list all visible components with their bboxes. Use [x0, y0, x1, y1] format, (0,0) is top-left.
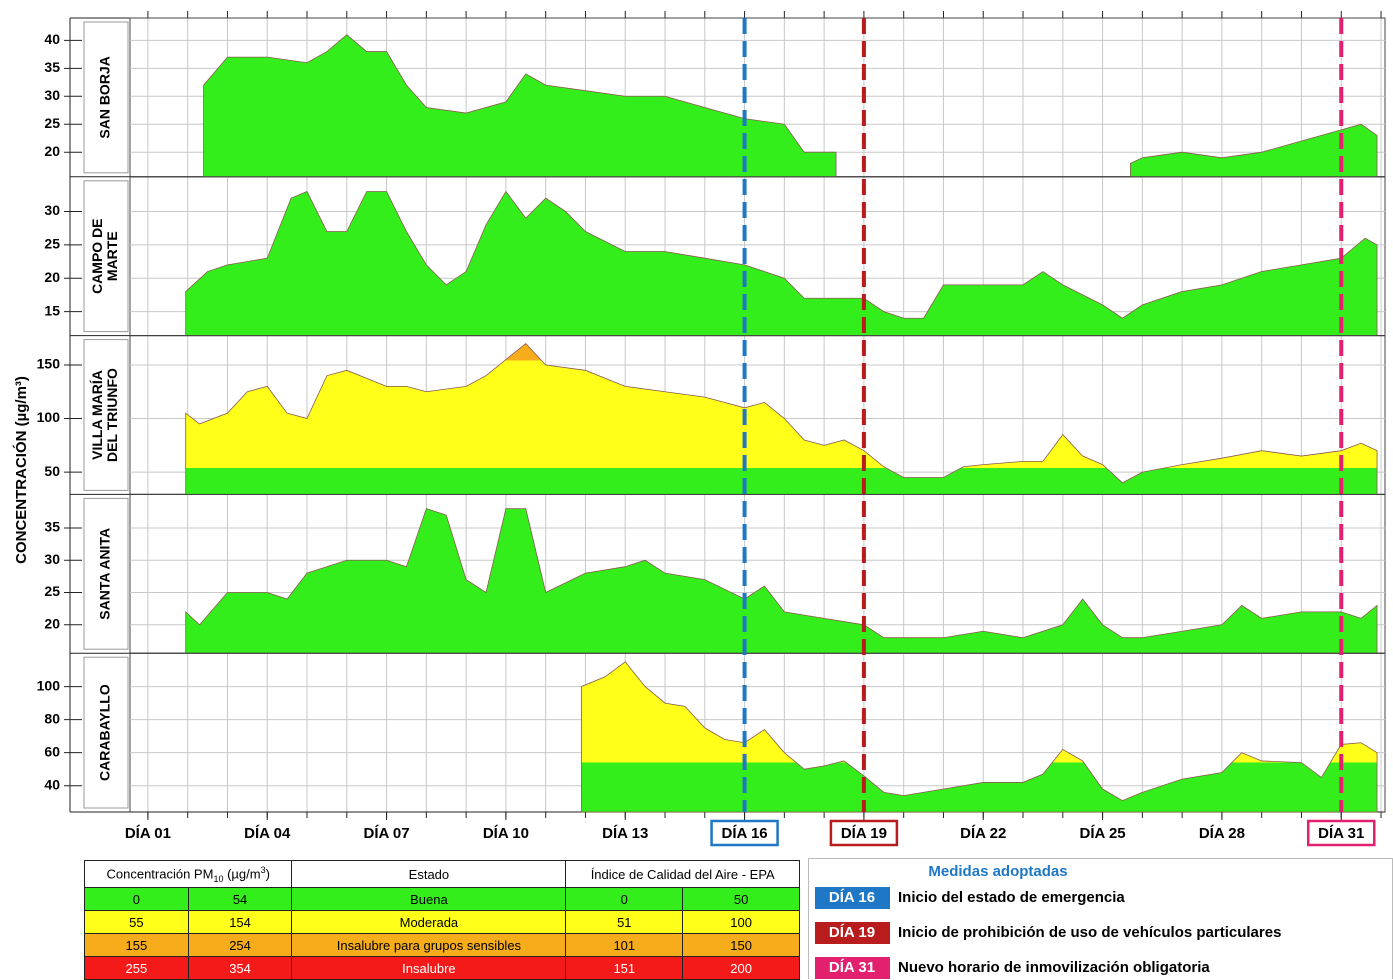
panel-name: SAN BORJA	[97, 56, 113, 138]
measures-legend: Medidas adoptadas DÍA 16 Inicio del estad…	[808, 858, 1393, 979]
measure-swatch	[815, 957, 890, 979]
table-row: 155 254 Insalubre para grupos sensibles 101…	[84, 933, 800, 957]
table-cell: Moderada	[291, 910, 567, 934]
y-tick-label: 40	[44, 776, 60, 792]
measure-day: DÍA 31	[829, 959, 875, 976]
y-tick-label: 30	[44, 202, 60, 218]
area	[185, 190, 1378, 336]
measures-title: Medidas adoptadas	[928, 863, 1067, 880]
measure-swatch	[815, 922, 890, 944]
x-tick-label: DÍA 31	[1318, 825, 1364, 842]
table-cell: 155	[84, 933, 189, 957]
panel-name: CAMPO DE	[89, 218, 105, 293]
measure-day: DÍA 16	[829, 889, 875, 906]
header-part: Concentración PM	[106, 865, 214, 881]
header-part: 3	[260, 864, 266, 875]
table-row: 0 54 Buena 0 50	[84, 887, 800, 911]
y-tick-label: 150	[37, 356, 61, 372]
x-tick-label: DÍA 04	[244, 825, 291, 842]
y-tick-label: 20	[44, 143, 60, 159]
table-cell: 0	[565, 887, 684, 911]
panel-name-box	[83, 21, 129, 174]
y-axis-label: CONCENTRACIÓN (µg/m³)	[12, 376, 30, 564]
y-tick-label: 30	[44, 87, 60, 103]
y-tick-label: 100	[37, 677, 61, 693]
x-tick-label: DÍA 19	[841, 825, 887, 842]
y-tick-label: 25	[44, 115, 60, 131]
measure-swatch	[815, 887, 890, 909]
panel-name: DEL TRIUNFO	[104, 368, 120, 462]
header-part: )	[265, 865, 270, 881]
table-header: Concentración PM10 (µg/m3)	[83, 860, 293, 888]
table-cell: 100	[682, 910, 800, 934]
y-tick-label: 60	[44, 743, 60, 759]
table-cell: 200	[682, 956, 800, 980]
area	[185, 508, 1378, 654]
table-header-row: Concentración PM10 (µg/m3) Estado Índice d…	[83, 860, 800, 888]
panel-name-box	[83, 497, 129, 650]
panel-name-box	[83, 339, 129, 491]
table-cell: 55	[84, 910, 189, 934]
table-header: Índice de Calidad del Aire - EPA	[565, 860, 800, 888]
table-row: 55 154 Moderada 51 100	[84, 910, 800, 934]
table-cell: Buena	[291, 887, 567, 911]
y-tick-label: 25	[44, 236, 60, 252]
table-row: 255 354 Insalubre 151 200	[84, 956, 800, 980]
table-cell: 51	[565, 910, 684, 934]
x-tick-label: DÍA 01	[125, 825, 171, 842]
panel-name: CARABAYLLO	[97, 684, 113, 781]
table-cell: 101	[565, 933, 684, 957]
x-tick-label: DÍA 16	[722, 825, 768, 842]
panel-name-box	[83, 180, 129, 333]
event-label-box	[829, 819, 899, 847]
table-cell: Insalubre	[291, 956, 567, 980]
area	[185, 342, 1378, 495]
table-cell: 150	[682, 933, 800, 957]
table-header: Estado	[291, 860, 567, 888]
y-tick-label: 35	[44, 59, 60, 75]
table-cell: 151	[565, 956, 684, 980]
aqi-table: Concentración PM10 (µg/m3) Estado Índice d…	[83, 860, 800, 980]
panel-name-box	[83, 656, 129, 809]
table-cell: 154	[187, 910, 293, 934]
table-cell: 354	[187, 956, 293, 980]
table-cell: 254	[187, 933, 293, 957]
table-cell: 255	[84, 956, 189, 980]
y-tick-label: 30	[44, 551, 60, 567]
table-cell: 50	[682, 887, 800, 911]
measure-text: Inicio del estado de emergencia	[898, 889, 1125, 906]
y-tick-label: 35	[44, 519, 60, 535]
event-label-box	[710, 819, 779, 847]
y-tick-label: 20	[44, 269, 60, 285]
area	[581, 661, 1378, 813]
chart: CONCENTRACIÓN (µg/m³) SAN BORJA 20 25 30 35 4…	[12, 11, 1386, 847]
x-tick-label: DÍA 10	[483, 825, 529, 842]
x-tick-label: DÍA 07	[363, 825, 409, 842]
panel-name: SANTA ANITA	[97, 528, 113, 620]
y-tick-label: 25	[44, 583, 60, 599]
panel-name: MARTE	[104, 231, 120, 281]
y-tick-label: 20	[44, 615, 60, 631]
panel-name: VILLA MARÍA	[89, 370, 105, 460]
x-tick-label: DÍA 28	[1199, 825, 1245, 842]
y-tick-label: 100	[37, 409, 61, 425]
header-part: (µg/m	[223, 865, 261, 881]
measure-text: Nuevo horario de inmovilización obligato…	[898, 959, 1210, 976]
x-tick-label: DÍA 25	[1080, 825, 1126, 842]
table-cell: 0	[84, 887, 189, 911]
x-tick-label: DÍA 22	[960, 825, 1006, 842]
area	[203, 34, 1378, 178]
table-cell: Insalubre para grupos sensibles	[291, 933, 567, 957]
y-tick-label: 80	[44, 710, 60, 726]
y-tick-label: 40	[44, 31, 60, 47]
event-label-box	[1306, 819, 1376, 847]
table-cell: 54	[187, 887, 293, 911]
measure-text: Inicio de prohibición de uso de vehículo…	[898, 924, 1281, 941]
measure-day: DÍA 19	[829, 924, 875, 941]
y-tick-label: 50	[44, 463, 60, 479]
y-tick-label: 15	[44, 302, 60, 318]
x-tick-label: DÍA 13	[602, 825, 648, 842]
header-part: 10	[213, 873, 224, 884]
